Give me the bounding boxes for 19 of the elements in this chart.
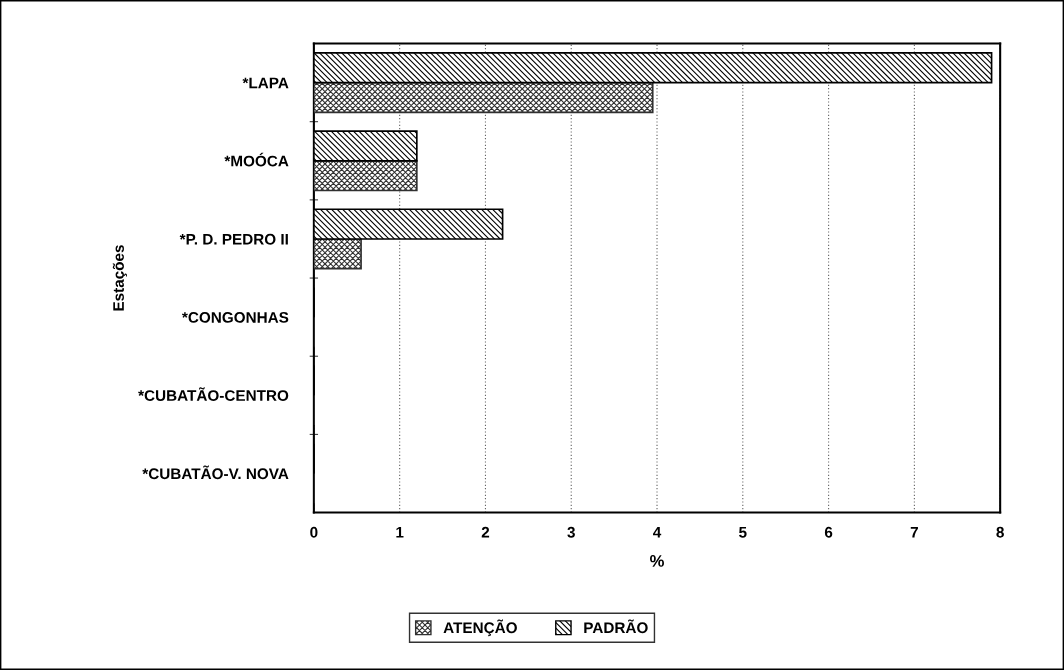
y-tick-label: *CUBATÃO-CENTRO (138, 387, 289, 401)
x-tick-label: 2 (481, 526, 490, 538)
x-tick-label: 7 (910, 527, 918, 538)
legend-label: PADRÃO (584, 619, 648, 634)
x-axis-title: % (650, 555, 664, 567)
y-tick-label: *MOÓCA (224, 152, 289, 167)
legend-label: ATENÇÃO (443, 619, 517, 637)
y-tick-label: *P. D. PEDRO II (179, 233, 288, 245)
x-tick-label: 5 (739, 527, 747, 538)
x-tick-label: 1 (396, 527, 404, 538)
x-tick-label: 3 (567, 526, 575, 538)
x-tick-label: 4 (653, 527, 662, 538)
y-axis-title: Estações (112, 245, 127, 311)
x-tick-label: 6 (824, 526, 833, 538)
y-tick-label: *CUBATÃO-V. NOVA (142, 465, 289, 480)
x-tick-label: 8 (996, 526, 1004, 538)
y-tick-label: *CONGONHAS (181, 312, 289, 323)
x-tick-label: 0 (310, 526, 318, 538)
y-tick-label: *LAPA (242, 77, 289, 89)
